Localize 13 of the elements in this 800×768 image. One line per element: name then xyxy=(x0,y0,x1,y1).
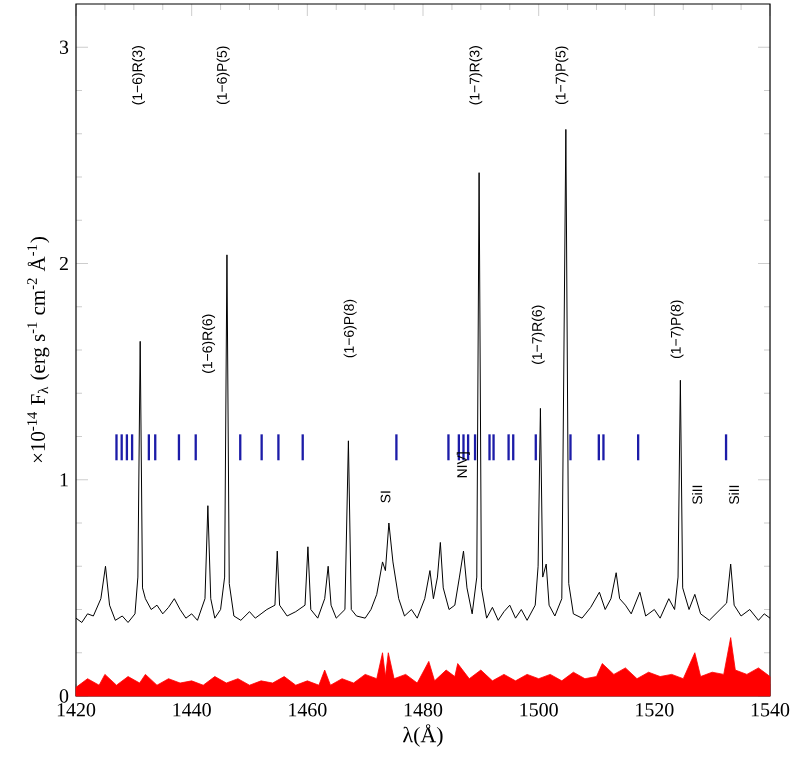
x-tick-label: 1520 xyxy=(636,703,674,717)
text: ×10$^{-14}$ F$_{λ}$ (erg s$^{-1}$ cm$^{-2}$ Å$^{-1}$) xyxy=(27,237,50,463)
x-tick-label: 1540 xyxy=(751,703,790,717)
y-tick-label: 3 xyxy=(59,40,69,54)
x-axis-title: λ(Å) xyxy=(403,724,443,747)
x-tick-label: 1440 xyxy=(173,703,211,717)
y-tick-label: 2 xyxy=(59,256,68,271)
x-tick-label: 1460 xyxy=(289,703,327,717)
x-tick-label: 1480 xyxy=(404,703,443,717)
y-tick-label: 0 xyxy=(59,689,69,703)
x-tick-label: 1500 xyxy=(520,703,558,717)
x-tick-label: 1420 xyxy=(57,703,96,717)
y-tick-label: 1 xyxy=(60,473,68,487)
